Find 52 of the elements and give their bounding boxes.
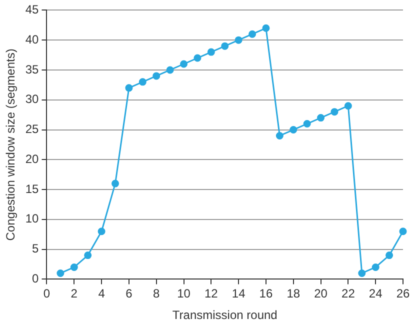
- x-tick-label: 8: [153, 286, 160, 301]
- x-tick-label: 2: [70, 286, 78, 301]
- y-tick-label: 15: [25, 182, 40, 196]
- y-tick-label: 45: [25, 2, 40, 17]
- y-tick-label: 10: [25, 212, 40, 226]
- point: [234, 36, 242, 44]
- x-tick-label: 10: [177, 286, 191, 301]
- point: [276, 132, 284, 140]
- point: [207, 48, 215, 56]
- point: [372, 263, 380, 271]
- y-tick-label: 5: [32, 242, 40, 256]
- y-tick-label: 25: [25, 122, 40, 136]
- point: [317, 114, 325, 122]
- x-axis-title: Transmission round: [172, 308, 278, 322]
- point: [194, 54, 202, 62]
- point: [399, 228, 407, 236]
- x-tick-label: 24: [368, 286, 383, 301]
- point: [56, 269, 64, 277]
- point: [112, 180, 120, 188]
- point: [290, 126, 298, 134]
- x-tick-label: 12: [204, 286, 218, 301]
- y-tick-label: 20: [25, 152, 40, 166]
- x-tick-label: 20: [314, 286, 328, 301]
- point: [358, 269, 366, 277]
- point: [303, 120, 311, 128]
- x-tick-label: 0: [43, 286, 50, 301]
- x-tick-label: 6: [126, 286, 133, 301]
- x-tick-label: 14: [232, 286, 246, 301]
- point: [330, 108, 338, 116]
- y-axis-title: Congestion window size (segments): [4, 48, 18, 241]
- point: [344, 102, 352, 110]
- point: [138, 78, 146, 86]
- y-tick-label: 0: [32, 272, 40, 286]
- x-tick-label: 18: [286, 286, 300, 301]
- x-tick-label: 16: [259, 286, 273, 301]
- point: [221, 42, 229, 50]
- point: [262, 24, 270, 32]
- point: [180, 60, 188, 68]
- y-tick-label: 30: [25, 92, 40, 106]
- point: [166, 66, 174, 74]
- y-tick-label: 40: [25, 32, 40, 46]
- y-tick-label: 35: [25, 62, 40, 76]
- x-tick-label: 4: [98, 286, 106, 301]
- x-tick-label: 22: [342, 286, 356, 301]
- point: [248, 30, 256, 38]
- point: [70, 263, 78, 271]
- point: [98, 228, 106, 236]
- point: [386, 252, 394, 260]
- point: [84, 252, 92, 260]
- point: [152, 72, 160, 80]
- point: [125, 84, 133, 92]
- x-tick-label: 26: [396, 286, 410, 301]
